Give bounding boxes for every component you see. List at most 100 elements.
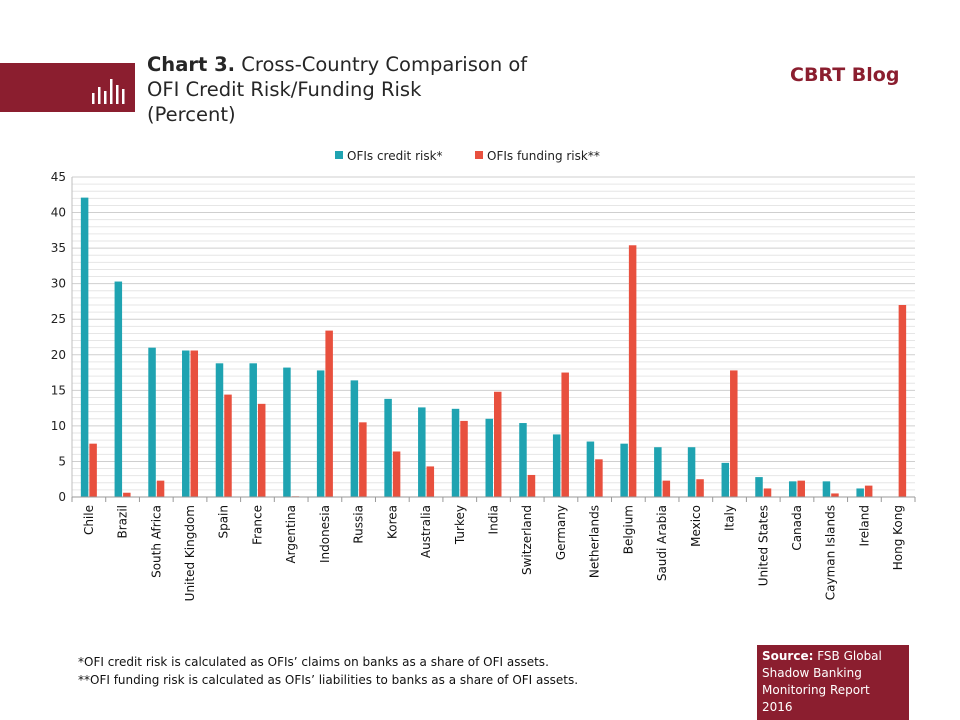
credit-risk-bar bbox=[148, 347, 156, 497]
x-tick-label: Brazil bbox=[116, 505, 130, 539]
bars bbox=[80, 197, 907, 497]
logo-band bbox=[0, 63, 135, 112]
funding-risk-bar bbox=[460, 420, 468, 497]
bar-chart-icon bbox=[92, 79, 125, 104]
funding-risk-bar bbox=[426, 466, 435, 497]
credit-risk-bar bbox=[519, 423, 527, 497]
credit-risk-bar bbox=[80, 197, 89, 497]
source-text-2: Shadow Banking bbox=[762, 666, 862, 680]
funding-risk-bar bbox=[123, 492, 131, 497]
x-tick-label: Korea bbox=[385, 505, 399, 539]
source-text-3: Monitoring Report bbox=[762, 683, 870, 697]
y-tick-label: 10 bbox=[51, 419, 66, 433]
x-tick-label: Ireland bbox=[857, 505, 871, 547]
grid-lines bbox=[72, 176, 915, 498]
funding-risk-bar bbox=[89, 443, 97, 497]
y-tick-label: 0 bbox=[58, 490, 66, 504]
x-tick-label: Hong Kong bbox=[891, 505, 905, 570]
source-label: Source: bbox=[762, 649, 814, 663]
funding-risk-bar bbox=[628, 245, 637, 497]
funding-risk-bar bbox=[224, 394, 232, 497]
y-tick-label: 45 bbox=[51, 170, 66, 184]
footnotes: *OFI credit risk is calculated as OFIs’ … bbox=[78, 653, 578, 689]
y-tick-label: 20 bbox=[51, 348, 66, 362]
x-tick-label: India bbox=[487, 505, 501, 534]
x-tick-label: Cayman Islands bbox=[824, 505, 838, 600]
axes: 0 5 10 15 20 25 30 35 40 45 Chile Brazil South Afric… bbox=[51, 170, 916, 601]
x-tick-label: South Africa bbox=[149, 505, 163, 578]
credit-risk-bar bbox=[856, 488, 864, 497]
x-tick-label: United States bbox=[756, 505, 770, 586]
x-tick-label: Canada bbox=[790, 505, 804, 551]
x-tick-label: Indonesia bbox=[318, 505, 332, 563]
footnote-credit: *OFI credit risk is calculated as OFIs’ … bbox=[78, 655, 549, 669]
x-tick-label: France bbox=[250, 505, 264, 545]
credit-risk-bar bbox=[418, 407, 426, 497]
funding-risk-bar bbox=[763, 488, 772, 497]
funding-risk-bar bbox=[696, 479, 704, 497]
funding-risk-bar bbox=[898, 305, 907, 497]
funding-risk-bar bbox=[561, 372, 569, 497]
x-tick-label: Russia bbox=[352, 505, 366, 544]
credit-risk-bar bbox=[620, 443, 628, 497]
funding-risk-bar bbox=[190, 350, 199, 497]
credit-risk-bar bbox=[451, 408, 460, 497]
blog-name: CBRT Blog bbox=[790, 64, 900, 86]
credit-risk-bar bbox=[384, 398, 392, 497]
legend: OFIs credit risk* OFIs funding risk** bbox=[335, 149, 600, 163]
bar-chart: 0 5 10 15 20 25 30 35 40 45 Chile Brazil South Afric… bbox=[51, 149, 916, 601]
credit-risk-bar bbox=[552, 434, 561, 497]
x-tick-label: Germany bbox=[554, 505, 568, 560]
funding-risk-bar bbox=[527, 474, 536, 497]
x-tick-label: Australia bbox=[419, 505, 433, 558]
credit-risk-bar bbox=[721, 462, 730, 497]
title-prefix: Chart 3. bbox=[147, 53, 236, 76]
credit-risk-bar bbox=[182, 350, 190, 497]
chart-title: Chart 3. Cross-Country Comparison of OFI … bbox=[147, 52, 567, 127]
funding-risk-bar bbox=[257, 403, 266, 497]
funding-risk-bar bbox=[864, 485, 873, 497]
legend-swatch-credit bbox=[335, 151, 343, 159]
credit-risk-bar bbox=[586, 441, 595, 497]
footnote-funding: **OFI funding risk is calculated as OFIs… bbox=[78, 673, 579, 687]
x-tick-label: Argentina bbox=[284, 505, 298, 564]
funding-risk-bar bbox=[797, 480, 805, 497]
title-line-3: (Percent) bbox=[147, 103, 236, 126]
x-tick-label: Mexico bbox=[689, 505, 703, 547]
credit-risk-bar bbox=[215, 363, 224, 497]
x-tick-label: Belgium bbox=[621, 505, 635, 554]
funding-risk-bar bbox=[595, 459, 603, 497]
funding-risk-bar bbox=[392, 451, 401, 497]
credit-risk-bar bbox=[249, 363, 257, 497]
x-tick-label: Turkey bbox=[453, 505, 467, 545]
credit-risk-bar bbox=[755, 477, 763, 497]
x-tick-label: Saudi Arabia bbox=[655, 505, 669, 581]
funding-risk-bar bbox=[494, 391, 502, 497]
funding-risk-bar bbox=[325, 330, 333, 497]
credit-risk-bar bbox=[283, 367, 291, 497]
y-tick-label: 35 bbox=[51, 241, 66, 255]
credit-risk-bar bbox=[788, 481, 797, 497]
title-line-1: Cross-Country Comparison of bbox=[241, 53, 528, 76]
credit-risk-bar bbox=[485, 418, 493, 497]
credit-risk-bar bbox=[316, 370, 325, 497]
funding-risk-bar bbox=[662, 480, 671, 497]
y-tick-label: 40 bbox=[51, 206, 66, 220]
credit-risk-bar bbox=[114, 281, 123, 497]
legend-swatch-funding bbox=[475, 151, 483, 159]
source-box: Source: FSB Global Shadow Banking Monito… bbox=[757, 645, 909, 720]
y-tick-label: 5 bbox=[58, 454, 66, 468]
legend-label-credit: OFIs credit risk* bbox=[347, 149, 443, 163]
funding-risk-bar bbox=[359, 422, 367, 497]
y-tick-label: 15 bbox=[51, 383, 66, 397]
y-tick-label: 25 bbox=[51, 312, 66, 326]
funding-risk-bar bbox=[156, 480, 165, 497]
legend-label-funding: OFIs funding risk** bbox=[487, 149, 600, 163]
x-tick-label: Spain bbox=[217, 505, 231, 539]
funding-risk-bar bbox=[730, 370, 738, 497]
credit-risk-bar bbox=[654, 447, 662, 497]
x-tick-label: Switzerland bbox=[520, 505, 534, 575]
credit-risk-bar bbox=[687, 447, 696, 497]
funding-risk-bar bbox=[831, 493, 839, 497]
x-tick-label: Italy bbox=[723, 505, 737, 531]
